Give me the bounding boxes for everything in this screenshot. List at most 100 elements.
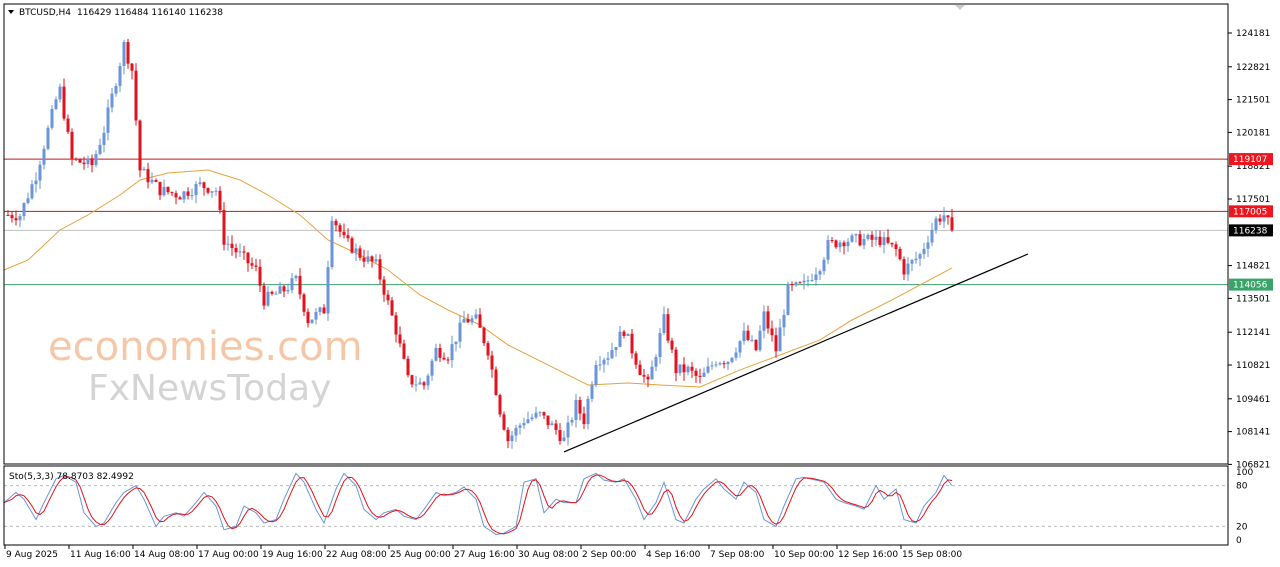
bear-candle <box>694 370 698 376</box>
time-tick-label: 14 Aug 08:00 <box>134 550 195 560</box>
bear-candle <box>642 375 646 377</box>
bear-candle <box>770 328 774 336</box>
support-price-tag <box>1229 278 1273 291</box>
bear-candle <box>174 193 178 198</box>
bear-candle <box>790 283 794 286</box>
bull-candle <box>678 364 682 374</box>
bull-candle <box>934 218 938 230</box>
bear-candle <box>138 120 142 171</box>
bull-candle <box>614 347 618 351</box>
bull-candle <box>18 216 22 221</box>
bear-candle <box>186 191 190 196</box>
bull-candle <box>450 344 454 361</box>
bear-candle <box>14 218 18 221</box>
bull-candle <box>726 361 730 365</box>
bull-candle <box>118 66 122 86</box>
bear-candle <box>498 395 502 415</box>
bear-candle <box>830 240 834 242</box>
ascending-trendline[interactable] <box>563 253 1029 453</box>
bear-candle <box>90 158 94 166</box>
bull-candle <box>290 278 294 290</box>
bull-candle <box>846 241 850 247</box>
symbol-label: BTCUSD,H4 <box>19 8 71 18</box>
horizontal-levels <box>4 158 1228 286</box>
bull-candle <box>706 366 710 373</box>
bear-candle <box>270 291 274 294</box>
bear-candle <box>66 118 70 132</box>
bear-candle <box>230 243 234 249</box>
bull-candle <box>686 366 690 373</box>
bull-candle <box>22 203 26 217</box>
bear-candle <box>646 376 650 380</box>
bull-candle <box>782 315 786 328</box>
time-tick-label: 10 Sep 00:00 <box>774 550 834 560</box>
bull-candle <box>730 357 734 362</box>
bull-candle <box>566 422 570 438</box>
bear-candle <box>78 159 82 163</box>
moving-average <box>3 169 953 388</box>
bear-candle <box>542 412 546 416</box>
bear-candle <box>346 235 350 239</box>
candles <box>6 38 954 449</box>
bear-candle <box>438 347 442 358</box>
resistance-price-tag <box>1229 153 1273 166</box>
price-tick-label: 109461 <box>1236 395 1270 405</box>
symbol-header[interactable]: BTCUSD,H4 116429 116484 116140 116238 <box>8 8 223 18</box>
bull-candle <box>570 420 574 423</box>
watermark-fxnewstoday: FxNewsToday <box>88 368 331 409</box>
bull-candle <box>750 339 754 341</box>
bull-candle <box>658 333 662 358</box>
bull-candle <box>94 153 98 166</box>
price-axis[interactable]: 124181 122821 121501 120181 118821 117501 1148… <box>1228 29 1273 546</box>
bull-candle <box>866 234 870 240</box>
bull-candle <box>930 229 934 243</box>
bear-candle <box>322 307 326 314</box>
time-tick-label: 22 Aug 08:00 <box>326 550 387 560</box>
bull-candle <box>106 107 110 133</box>
bear-candle <box>6 215 10 217</box>
resistance-price-tag-label: 117005 <box>1233 207 1267 217</box>
time-axis[interactable]: 9 Aug 2025 11 Aug 16:00 14 Aug 08:00 17 Aug… <box>4 545 962 560</box>
bull-candle <box>430 360 434 376</box>
bear-candle <box>422 382 426 386</box>
bear-candle <box>378 259 382 280</box>
bull-candle <box>42 148 46 165</box>
bear-candle <box>70 131 74 159</box>
bear-candle <box>62 86 66 119</box>
bull-candle <box>26 198 30 204</box>
bull-candle <box>862 239 866 246</box>
bear-candle <box>878 236 882 245</box>
bear-candle <box>222 209 226 245</box>
bull-candle <box>318 307 322 312</box>
price-tick-label: 118821 <box>1236 162 1270 172</box>
bull-candle <box>802 280 806 283</box>
bear-candle <box>382 279 386 295</box>
bear-candle <box>130 63 134 71</box>
time-tick-label: 25 Aug 00:00 <box>390 550 451 560</box>
bear-candle <box>870 234 874 240</box>
current-price-tag <box>1229 224 1273 237</box>
bear-candle <box>350 238 354 253</box>
bull-candle <box>602 359 606 365</box>
bull-candle <box>122 42 126 67</box>
bull-candle <box>214 190 218 192</box>
bear-candle <box>154 180 158 182</box>
bull-candle <box>326 267 330 314</box>
bull-candle <box>102 132 106 145</box>
bull-candle <box>454 341 458 345</box>
bull-candle <box>374 259 378 262</box>
bull-candle <box>598 364 602 366</box>
stoch-main-line <box>3 472 953 536</box>
bear-candle <box>410 375 414 385</box>
bull-candle <box>226 243 230 245</box>
bull-candle <box>474 314 478 319</box>
trendline-group[interactable] <box>563 253 1029 453</box>
bull-candle <box>822 259 826 272</box>
dropdown-triangle-icon[interactable] <box>8 10 14 14</box>
bear-candle <box>466 319 470 323</box>
bull-candle <box>806 280 810 282</box>
chart-shift-marker-icon[interactable] <box>955 5 965 10</box>
bear-candle <box>494 369 498 396</box>
ma-line <box>3 169 953 388</box>
